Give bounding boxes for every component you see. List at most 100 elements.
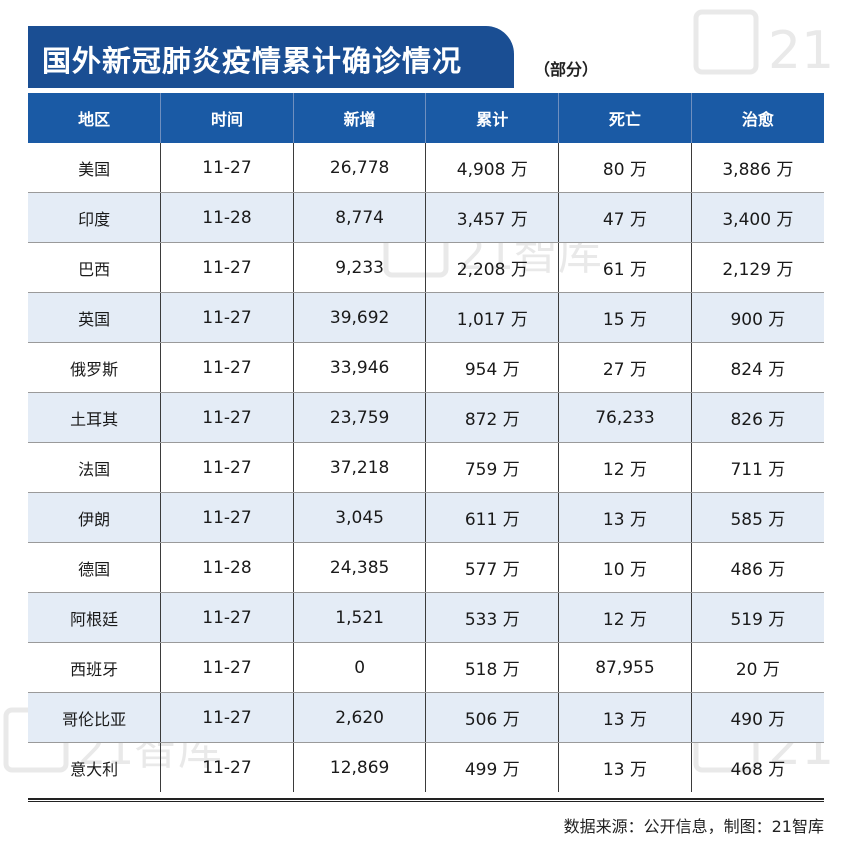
cell-recovered: 519 万 [691, 592, 824, 643]
cell-date: 11-28 [160, 542, 294, 593]
cell-new: 26,778 [293, 143, 427, 193]
cell-deaths: 80 万 [558, 143, 692, 193]
cell-new: 24,385 [293, 542, 427, 593]
cell-date: 11-27 [160, 342, 294, 393]
column-header-region: 地区 [28, 93, 162, 143]
cell-region: 意大利 [28, 742, 162, 792]
watermark-logo: 21 [693, 9, 834, 81]
cell-date: 11-27 [160, 642, 294, 693]
cell-date: 11-27 [160, 442, 294, 493]
cell-deaths: 27 万 [558, 342, 692, 393]
cell-new: 2,620 [293, 692, 427, 743]
column-header-deaths: 死亡 [558, 93, 692, 143]
table-row: 土耳其 11-27 23,759 872 万 76,233 826 万 [28, 392, 824, 443]
column-header-date: 时间 [160, 93, 294, 143]
cell-new: 12,869 [293, 742, 427, 792]
cell-deaths: 15 万 [558, 292, 692, 343]
table-row: 阿根廷 11-27 1,521 533 万 12 万 519 万 [28, 592, 824, 643]
cell-date: 11-27 [160, 292, 294, 343]
table-row: 法国 11-27 37,218 759 万 12 万 711 万 [28, 442, 824, 493]
cell-new: 3,045 [293, 492, 427, 543]
table-row: 俄罗斯 11-27 33,946 954 万 27 万 824 万 [28, 342, 824, 393]
bottom-rule [28, 798, 824, 802]
column-header-new: 新增 [293, 93, 427, 143]
cell-recovered: 20 万 [691, 642, 824, 693]
cell-date: 11-27 [160, 742, 294, 792]
cell-recovered: 3,400 万 [691, 192, 824, 243]
cell-total: 4,908 万 [425, 143, 560, 193]
page-title: 国外新冠肺炎疫情累计确诊情况 [42, 44, 463, 78]
cell-deaths: 13 万 [558, 492, 692, 543]
cell-total: 506 万 [425, 692, 560, 743]
cell-recovered: 486 万 [691, 542, 824, 593]
cell-region: 美国 [28, 143, 162, 193]
cell-recovered: 468 万 [730, 760, 786, 780]
cell-region: 俄罗斯 [28, 342, 162, 393]
cell-region: 土耳其 [28, 392, 162, 443]
cell-region: 德国 [28, 542, 162, 593]
table-row: 西班牙 11-27 0 518 万 87,955 20 万 [28, 642, 824, 693]
page-subtitle: （部分） [534, 60, 599, 79]
column-header-recovered: 治愈 [691, 93, 824, 143]
cell-region: 巴西 [28, 242, 162, 293]
cell-recovered: 3,886 万 [691, 143, 824, 193]
cell-recovered: 490 万 [691, 692, 824, 743]
cell-new: 37,218 [293, 442, 427, 493]
cell-new: 1,521 [293, 592, 427, 643]
table-row: 德国 11-28 24,385 577 万 10 万 486 万 [28, 542, 824, 593]
source-note: 数据来源：公开信息，制图：21智库 [563, 817, 824, 836]
table-header-row: 地区 时间 新增 累计 死亡 治愈 [28, 93, 824, 143]
cell-total: 759 万 [425, 442, 560, 493]
cell-recovered: 826 万 [691, 392, 824, 443]
cell-date: 11-27 [160, 492, 294, 543]
cell-deaths: 76,233 [558, 392, 692, 443]
cell-region: 印度 [28, 192, 162, 243]
data-table: 地区 时间 新增 累计 死亡 治愈 美国 11-27 26,778 4,908 万 80… [28, 93, 824, 792]
cell-recovered: 711 万 [691, 442, 824, 493]
cell-date: 11-27 [160, 592, 294, 643]
table-row: 巴西 11-27 9,233 2,208 万 61 万 2,129 万 [28, 242, 824, 293]
table-row: 伊朗 11-27 3,045 611 万 13 万 585 万 [28, 492, 824, 543]
cell-deaths: 12 万 [558, 442, 692, 493]
cell-new: 0 [293, 642, 427, 693]
cell-new: 39,692 [293, 292, 427, 343]
table-row: 美国 11-27 26,778 4,908 万 80 万 3,886 万 [28, 143, 824, 193]
cell-region: 英国 [28, 292, 162, 343]
cell-total: 954 万 [425, 342, 560, 393]
cell-deaths: 13 万 [558, 742, 692, 792]
cell-deaths: 47 万 [558, 192, 692, 243]
cell-new: 9,233 [293, 242, 427, 293]
column-header-total: 累计 [425, 93, 560, 143]
cell-total: 499 万 [425, 742, 560, 792]
cell-new: 8,774 [293, 192, 427, 243]
cell-date: 11-27 [160, 692, 294, 743]
table-row: 英国 11-27 39,692 1,017 万 15 万 900 万 [28, 292, 824, 343]
cell-total: 611 万 [425, 492, 560, 543]
table-row: 哥伦比亚 11-27 2,620 506 万 13 万 490 万 [28, 692, 824, 743]
cell-region: 法国 [28, 442, 162, 493]
table-row: 意大利 11-27 12,869 499 万 13 万 468 万 [28, 742, 824, 792]
data-table-container: 地区 时间 新增 累计 死亡 治愈 美国 11-27 26,778 4,908 万 80… [28, 93, 824, 792]
cell-deaths: 12 万 [558, 592, 692, 643]
cell-date: 11-27 [160, 242, 294, 293]
cell-deaths: 61 万 [558, 242, 692, 293]
cell-region: 伊朗 [28, 492, 162, 543]
cell-region: 哥伦比亚 [28, 692, 162, 743]
cell-total: 577 万 [425, 542, 560, 593]
cell-region: 西班牙 [28, 642, 162, 693]
cell-recovered: 900 万 [691, 292, 824, 343]
cell-total: 2,208 万 [425, 242, 560, 293]
cell-recovered: 2,129 万 [691, 242, 824, 293]
table-body: 美国 11-27 26,778 4,908 万 80 万 3,886 万印度 11-28 8,… [28, 143, 824, 792]
cell-recovered: 585 万 [691, 492, 824, 543]
cell-date: 11-27 [160, 143, 294, 193]
cell-deaths: 13 万 [558, 692, 692, 743]
cell-total: 533 万 [425, 592, 560, 643]
cell-date: 11-27 [160, 392, 294, 443]
cell-total: 1,017 万 [425, 292, 560, 343]
cell-new: 23,759 [293, 392, 427, 443]
cell-total: 3,457 万 [425, 192, 560, 243]
cell-total: 518 万 [425, 642, 560, 693]
title-banner [28, 26, 514, 88]
svg-text:21: 21 [768, 21, 834, 81]
